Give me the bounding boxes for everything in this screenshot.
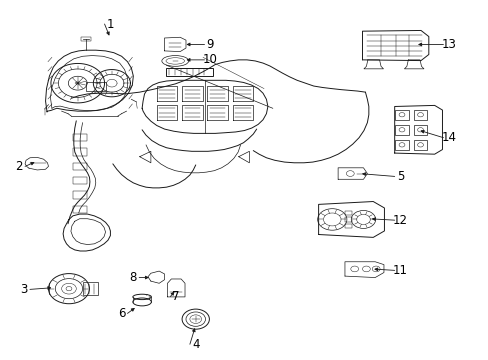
Bar <box>73 148 86 156</box>
Bar <box>73 206 86 213</box>
Bar <box>345 217 351 222</box>
Text: 4: 4 <box>192 338 199 351</box>
Bar <box>345 211 351 215</box>
Text: 2: 2 <box>16 160 23 173</box>
Text: 12: 12 <box>392 214 407 227</box>
Text: 14: 14 <box>441 131 456 144</box>
Text: 9: 9 <box>206 38 214 51</box>
Text: 11: 11 <box>392 264 407 277</box>
Bar <box>345 224 351 228</box>
Bar <box>73 192 86 199</box>
Text: 7: 7 <box>172 290 180 303</box>
Bar <box>394 140 408 150</box>
Text: 10: 10 <box>203 53 217 66</box>
Text: 8: 8 <box>129 271 137 284</box>
Bar <box>413 140 427 150</box>
Bar <box>82 282 98 295</box>
Bar <box>73 134 86 141</box>
Text: 1: 1 <box>106 18 114 31</box>
Bar <box>166 68 212 76</box>
Text: 13: 13 <box>441 38 456 51</box>
Bar <box>73 177 86 184</box>
Bar <box>81 37 91 41</box>
Text: 5: 5 <box>396 170 404 183</box>
Bar <box>86 82 105 91</box>
Bar <box>73 163 86 170</box>
Text: 3: 3 <box>20 283 28 296</box>
Bar <box>394 125 408 135</box>
Text: 6: 6 <box>118 307 125 320</box>
Bar <box>413 110 427 120</box>
Bar <box>394 110 408 120</box>
Bar <box>413 125 427 135</box>
